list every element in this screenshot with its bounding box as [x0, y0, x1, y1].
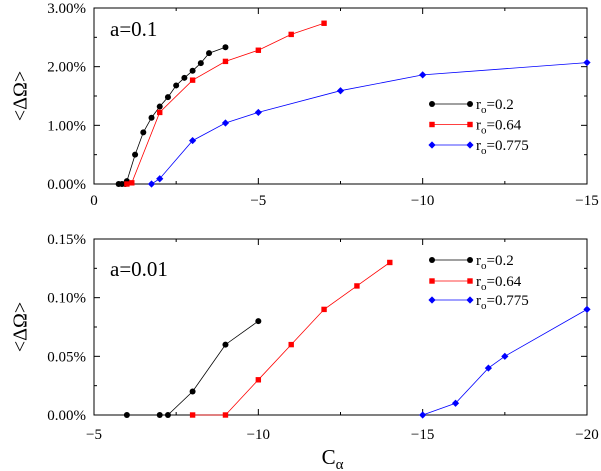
data-point-series-2: [288, 341, 294, 348]
data-point-series-3: [451, 399, 460, 407]
legend-marker: [467, 101, 473, 107]
data-point-series-2: [157, 109, 163, 116]
data-point-series-3: [484, 364, 492, 372]
data-point-series-1: [189, 388, 196, 395]
data-point-series-3: [156, 175, 164, 183]
data-point-series-2: [255, 377, 262, 383]
data-point-series-1: [140, 129, 147, 136]
legend-marker: [467, 257, 473, 263]
y-tick-label: 0.00%: [47, 408, 86, 424]
data-point-series-2: [124, 181, 130, 187]
legend-marker: [429, 278, 435, 284]
data-point-series-3: [221, 119, 230, 127]
x-tick-label: 0: [90, 193, 98, 209]
data-point-series-3: [254, 108, 262, 117]
panel-2: −5 −10 −15 −20 0.00% 0.05% 0.10% 0.15% <ΔΩ> a=0.0…: [10, 232, 599, 471]
panel-1: 0 −5 −10 −15 0.00% 1.00% 2.00% 3.00% <ΔΩ> a=0.1 ro…: [10, 1, 599, 209]
legend-label: ro=0.2: [476, 253, 514, 272]
x-tick-label: −10: [411, 193, 434, 209]
data-point-series-1: [206, 50, 213, 57]
x-tick-label: −10: [247, 427, 270, 443]
data-point-series-1: [189, 67, 196, 74]
data-point-series-2: [354, 283, 360, 289]
data-point-series-2: [129, 180, 135, 186]
data-point-series-3: [419, 411, 427, 419]
y-axis-label: <ΔΩ>: [10, 71, 32, 121]
series-line-1: [118, 46, 226, 185]
x-tick-label: −5: [250, 193, 266, 209]
y-tick-label: 0.05%: [47, 349, 86, 365]
data-point-series-1: [222, 44, 229, 51]
data-point-series-2: [222, 58, 229, 65]
data-point-series-1: [222, 341, 229, 348]
data-point-series-1: [197, 60, 204, 67]
data-point-series-1: [255, 318, 262, 325]
data-point-series-1: [148, 114, 155, 121]
legend-marker: [429, 257, 435, 263]
data-point-series-2: [387, 259, 393, 266]
y-tick-label: 0.15%: [47, 232, 86, 248]
y-axis-label: <ΔΩ>: [10, 302, 32, 352]
legend-label: ro=0.775: [476, 293, 529, 312]
legend-marker: [466, 141, 474, 149]
legend-marker: [467, 121, 473, 128]
data-point-series-3: [501, 352, 509, 360]
data-point-series-1: [164, 94, 171, 101]
data-point-series-2: [321, 306, 327, 313]
y-tick-label: 1.00%: [47, 118, 86, 134]
data-point-series-1: [156, 103, 163, 110]
series-line-3: [151, 62, 588, 185]
data-point-series-2: [321, 20, 327, 26]
x-axis-label: Cα: [322, 445, 344, 471]
panel-annotation: a=0.01: [110, 257, 168, 281]
legend-marker: [428, 296, 436, 304]
data-point-series-2: [288, 31, 294, 38]
legend-label: ro=0.64: [476, 274, 522, 293]
legend-marker: [429, 121, 435, 128]
data-point-series-2: [222, 412, 229, 418]
legend-marker: [467, 278, 473, 284]
y-tick-label: 2.00%: [47, 60, 86, 76]
data-point-series-3: [336, 87, 345, 95]
series-line-2: [192, 262, 391, 416]
y-tick-label: 3.00%: [47, 1, 86, 17]
data-point-series-3: [583, 305, 591, 313]
x-tick-label: −20: [575, 427, 598, 443]
legend-marker: [428, 141, 436, 149]
series-line-3: [422, 309, 588, 416]
series-line-1: [126, 320, 259, 416]
legend-marker: [466, 296, 474, 304]
legend-label: ro=0.64: [476, 118, 522, 137]
y-tick-label: 0.00%: [47, 177, 86, 193]
data-point-series-3: [583, 58, 591, 67]
data-point-series-1: [181, 74, 188, 81]
legend-label: ro=0.775: [476, 138, 529, 157]
data-point-series-1: [164, 412, 171, 418]
data-point-series-3: [419, 71, 427, 79]
data-point-series-1: [123, 412, 130, 418]
data-point-series-1: [156, 412, 163, 418]
data-point-series-1: [173, 82, 180, 89]
data-point-series-3: [147, 180, 156, 188]
x-tick-label: −15: [575, 193, 598, 209]
legend-label: ro=0.2: [476, 97, 514, 116]
y-tick-label: 0.10%: [47, 291, 86, 307]
data-point-series-3: [189, 136, 197, 145]
x-tick-label: −5: [86, 427, 102, 443]
data-point-series-2: [189, 412, 196, 418]
data-point-series-2: [255, 47, 262, 53]
data-point-series-2: [189, 77, 196, 83]
legend-marker: [429, 101, 435, 107]
panel-annotation: a=0.1: [110, 17, 157, 41]
data-point-series-1: [132, 151, 139, 158]
x-tick-label: −15: [411, 427, 434, 443]
series-line-2: [126, 22, 325, 185]
